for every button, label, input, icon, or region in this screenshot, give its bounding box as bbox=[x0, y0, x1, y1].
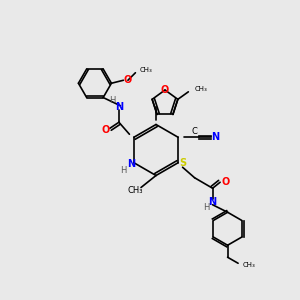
Text: H: H bbox=[109, 96, 116, 105]
Text: S: S bbox=[179, 158, 186, 168]
Text: CH₃: CH₃ bbox=[194, 86, 207, 92]
Text: O: O bbox=[124, 75, 132, 85]
Text: O: O bbox=[101, 125, 110, 135]
Text: O: O bbox=[222, 177, 230, 187]
Text: CH₃: CH₃ bbox=[127, 186, 143, 195]
Text: N: N bbox=[212, 132, 220, 142]
Text: C: C bbox=[192, 127, 197, 136]
Text: H: H bbox=[203, 203, 210, 212]
Text: N: N bbox=[208, 197, 217, 207]
Text: CH₃: CH₃ bbox=[243, 262, 255, 268]
Text: N: N bbox=[127, 159, 135, 169]
Text: H: H bbox=[120, 166, 127, 175]
Text: N: N bbox=[115, 102, 123, 112]
Text: O: O bbox=[161, 85, 169, 95]
Text: CH₃: CH₃ bbox=[140, 67, 153, 73]
